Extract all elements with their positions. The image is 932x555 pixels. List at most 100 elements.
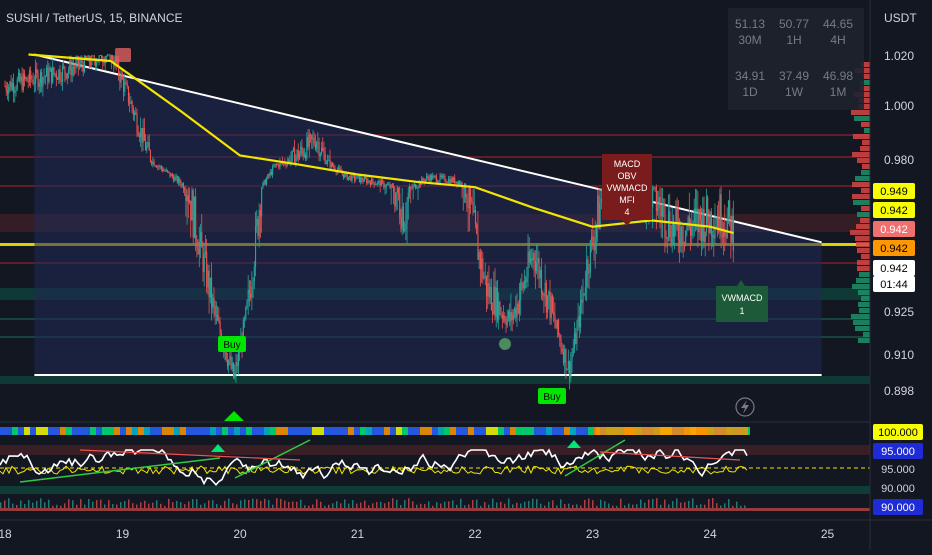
time-tick: 18 <box>0 527 12 541</box>
candle <box>391 184 393 187</box>
candle <box>686 227 688 231</box>
candle <box>556 320 558 329</box>
candle <box>31 79 33 81</box>
candle <box>554 315 556 324</box>
osc-volume-bar <box>328 504 330 508</box>
candle <box>349 175 351 177</box>
candle <box>160 166 163 169</box>
osc-volume-bar <box>12 503 14 508</box>
osc-volume-bar <box>728 499 730 508</box>
candle <box>146 146 148 151</box>
candle <box>416 187 418 189</box>
band-segment <box>402 427 408 435</box>
candle <box>203 253 205 273</box>
candle <box>664 203 666 238</box>
candle <box>316 142 318 149</box>
candle <box>721 235 723 237</box>
osc-volume-bar <box>392 498 394 508</box>
candle <box>328 159 330 161</box>
volume-bar <box>855 326 870 331</box>
candle <box>192 190 194 238</box>
osc-volume-bar <box>72 500 74 508</box>
candle <box>58 69 60 80</box>
candle <box>318 142 320 157</box>
candle <box>377 181 379 185</box>
candle <box>170 174 172 177</box>
candle <box>466 198 468 208</box>
osc-volume-bar <box>660 504 662 508</box>
osc-volume-bar <box>232 503 234 508</box>
candle <box>435 176 437 182</box>
band-segment <box>144 427 150 435</box>
divergence-line <box>79 449 301 461</box>
candle <box>438 180 440 182</box>
volume-profile <box>850 62 870 343</box>
mtf-value: 44.65 <box>823 17 853 31</box>
band-segment <box>138 427 144 435</box>
candle <box>494 286 496 317</box>
osc-volume-bar <box>260 501 262 508</box>
lightning-icon[interactable] <box>735 397 755 417</box>
osc-volume-bar <box>604 501 606 508</box>
band-segment <box>480 427 486 435</box>
candle <box>444 176 446 182</box>
band-segment <box>264 427 270 435</box>
osc-volume-bar <box>352 500 354 508</box>
osc-volume-bar <box>680 502 682 508</box>
osc-volume-bar <box>580 505 582 508</box>
band-segment <box>270 427 276 435</box>
candle <box>270 171 272 175</box>
candle <box>709 211 711 234</box>
candle <box>522 283 524 289</box>
symbol-title[interactable]: SUSHI / TetherUS, 15, BINANCE <box>6 11 183 25</box>
band-segment <box>204 427 210 435</box>
candle <box>584 286 587 294</box>
buy-signal-box <box>538 388 566 404</box>
candle <box>30 70 32 80</box>
candle <box>595 225 598 238</box>
band-segment <box>318 427 324 435</box>
osc-volume-bar <box>548 501 550 508</box>
candle <box>294 148 296 164</box>
candle <box>657 208 659 212</box>
candle <box>217 315 219 321</box>
candle <box>250 293 252 298</box>
candle <box>705 197 708 232</box>
candle <box>242 320 244 347</box>
candle <box>670 237 672 246</box>
moving-average <box>28 53 734 235</box>
candle <box>450 178 452 184</box>
osc-volume-bar <box>628 503 630 508</box>
candle <box>581 299 583 303</box>
candle <box>691 225 693 236</box>
candle <box>268 174 270 176</box>
osc-volume-bar <box>132 503 134 508</box>
candle <box>593 244 595 251</box>
osc-volume-bar <box>504 503 506 508</box>
candle <box>35 68 37 84</box>
candle <box>162 168 164 172</box>
candle <box>471 201 473 203</box>
osc-volume-bar <box>228 498 230 508</box>
candle <box>256 218 258 226</box>
candle <box>49 67 51 72</box>
osc-volume-bar <box>56 504 58 508</box>
volume-bar <box>861 170 870 175</box>
candle <box>658 196 660 209</box>
osc-label-text: 100.000 <box>878 427 918 439</box>
volume-bar <box>857 266 870 271</box>
osc-volume-bar <box>384 503 386 508</box>
volume-bar <box>861 296 870 301</box>
osc-volume-bar <box>116 504 118 508</box>
band-segment <box>366 427 372 435</box>
osc-volume-bar <box>80 499 82 508</box>
osc-label-text: 95.000 <box>881 464 915 476</box>
candle <box>674 224 676 237</box>
candle <box>356 176 358 179</box>
candle <box>443 175 445 177</box>
zone-9 <box>0 376 870 384</box>
candle <box>427 176 429 178</box>
candle <box>310 134 312 136</box>
osc-volume-bar <box>312 504 314 508</box>
